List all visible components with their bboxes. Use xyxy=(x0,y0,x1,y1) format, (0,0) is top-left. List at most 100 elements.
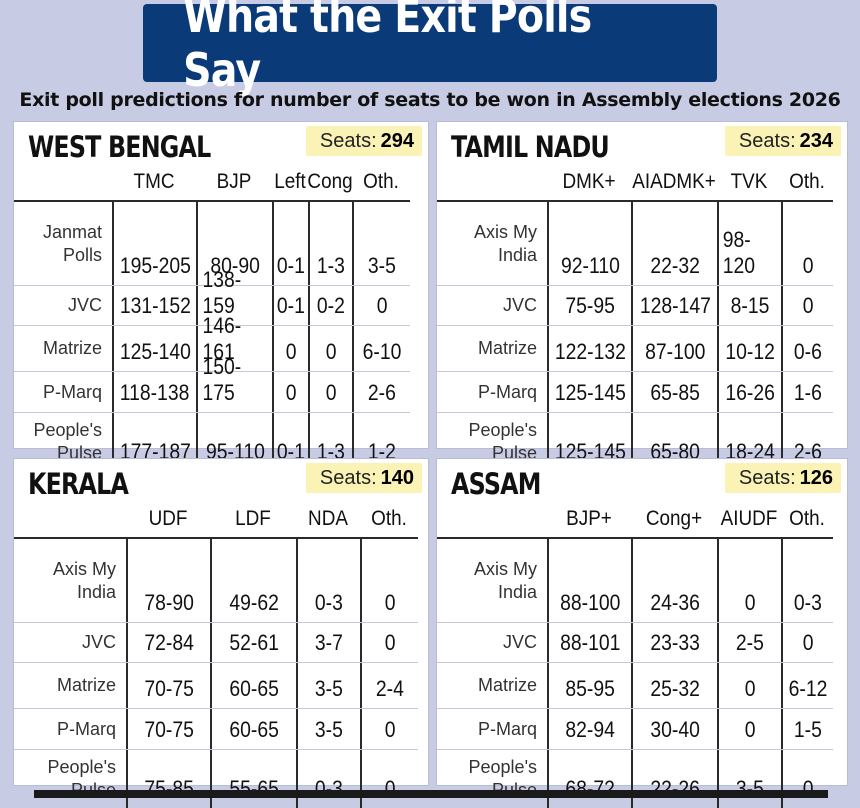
pollster-name: Matrize xyxy=(56,675,116,695)
column-header: Oth. xyxy=(371,507,407,530)
seat-range-cell: 125-145 xyxy=(547,372,631,412)
table-row: Axis My India 88-100 24-36 0 0-3 xyxy=(437,539,833,623)
seat-range-cell: 98-120 xyxy=(717,202,781,285)
panel-west-bengal: WEST BENGAL Seats: 294 TMC BJP Left Cong Oth. Ja… xyxy=(13,121,429,471)
seat-range-cell: 10-12 xyxy=(717,326,781,371)
pollster-name: JVC xyxy=(67,295,102,315)
seat-range-cell: 131-152 xyxy=(112,286,196,325)
seat-range-cell: 1-6 xyxy=(781,372,833,412)
state-title: TAMIL NADU xyxy=(451,130,610,164)
column-header: TMC xyxy=(133,170,175,193)
seat-range-cell: 0-1 xyxy=(272,286,308,325)
seat-range-cell: 0-6 xyxy=(781,326,833,371)
table-row: P-Marq 82-94 30-40 0 1-5 xyxy=(437,709,833,750)
table-row: JVC 131-152 138-159 0-1 0-2 0 xyxy=(14,267,410,326)
seat-range-cell: 3-5 xyxy=(352,202,410,285)
seats-label: Seats: xyxy=(738,466,796,489)
seats-label: Seats: xyxy=(319,129,377,152)
column-header: Oth. xyxy=(789,170,825,193)
table-row: P-Marq 118-138 150-175 0 0 2-6 xyxy=(14,354,410,413)
state-title: ASSAM xyxy=(451,467,541,501)
state-title: KERALA xyxy=(28,467,129,501)
page-title: What the Exit Polls Say xyxy=(183,0,592,97)
seat-range-cell: 68-72 xyxy=(547,750,631,808)
seat-range-cell: 0 xyxy=(781,623,833,662)
seats-badge: Seats: 140 xyxy=(305,463,422,493)
seat-range-cell: 22-32 xyxy=(631,202,717,285)
seat-range-cell: 0-2 xyxy=(308,286,352,325)
seat-range-cell: 146-161 xyxy=(196,313,272,371)
seat-range-cell: 3-5 xyxy=(296,663,360,708)
seat-range-cell: 122-132 xyxy=(547,326,631,371)
column-header: Left xyxy=(274,170,306,193)
seat-range-cell: 30-40 xyxy=(631,709,717,749)
table-row: P-Marq 125-145 65-85 16-26 1-6 xyxy=(437,372,833,413)
seat-range-cell: 82-94 xyxy=(547,709,631,749)
seats-label: Seats: xyxy=(738,129,796,152)
seat-range-cell: 195-205 xyxy=(112,202,196,285)
pollster-name: JVC xyxy=(502,632,537,652)
seats-label: Seats: xyxy=(319,466,377,489)
column-headers: TMC BJP Left Cong Oth. xyxy=(112,168,410,196)
pollster-name: Janmat Polls xyxy=(42,221,102,265)
table-row: JVC 88-101 23-33 2-5 0 xyxy=(437,623,833,663)
seat-range-cell: 1-3 xyxy=(308,202,352,285)
seat-range-cell: 0 xyxy=(272,372,308,412)
seat-range-cell: 6-12 xyxy=(781,663,833,708)
seat-range-cell: 70-75 xyxy=(126,709,210,749)
pollster-name: JVC xyxy=(502,295,537,315)
seat-range-cell: 55-65 xyxy=(210,750,296,808)
seat-range-cell: 3-5 xyxy=(296,709,360,749)
seat-range-cell: 87-100 xyxy=(631,326,717,371)
seat-range-cell: 49-62 xyxy=(210,539,296,622)
seat-range-cell: 24-36 xyxy=(631,539,717,622)
seat-range-cell: 0 xyxy=(717,709,781,749)
seat-range-cell: 0 xyxy=(360,750,418,808)
seat-range-cell: 78-90 xyxy=(126,539,210,622)
state-title: WEST BENGAL xyxy=(28,130,211,164)
seat-range-cell: 25-32 xyxy=(631,663,717,708)
seats-count: 140 xyxy=(380,466,414,489)
table-row: JVC 72-84 52-61 3-7 0 xyxy=(14,623,418,663)
seat-range-cell: 72-84 xyxy=(126,623,210,662)
pollster-name: P-Marq xyxy=(42,381,102,402)
seat-range-cell: 138-159 xyxy=(196,267,272,325)
seat-range-cell: 0 xyxy=(781,286,833,325)
pollster-name: Matrize xyxy=(477,338,537,358)
column-header: BJP+ xyxy=(566,507,612,530)
table-row: Janmat Polls 195-205 80-90 0-1 1-3 3-5 xyxy=(14,202,410,286)
seat-range-cell: 88-101 xyxy=(547,623,631,662)
column-header: LDF xyxy=(235,507,271,530)
seat-range-cell: 60-65 xyxy=(210,709,296,749)
table-row: Axis My India 78-90 49-62 0-3 0 xyxy=(14,539,418,623)
data-table: Axis My India 92-110 22-32 98-120 0 JVC 75-95 12… xyxy=(437,200,833,471)
data-table: Janmat Polls 195-205 80-90 0-1 1-3 3-5 JVC 131-1… xyxy=(14,200,410,471)
page-subtitle: Exit poll predictions for number of seat… xyxy=(19,89,841,111)
column-header: Cong xyxy=(307,170,353,193)
seat-range-cell: 75-85 xyxy=(126,750,210,808)
seat-range-cell: 3-5 xyxy=(717,750,781,808)
seats-count: 234 xyxy=(799,129,833,152)
column-header: TVK xyxy=(730,170,768,193)
table-row: Matrize 125-140 146-161 0 0 6-10 xyxy=(14,313,410,372)
seat-range-cell: 0-3 xyxy=(296,539,360,622)
seat-range-cell: 70-75 xyxy=(126,663,210,708)
seat-range-cell: 52-61 xyxy=(210,623,296,662)
seats-count: 126 xyxy=(799,466,833,489)
seat-range-cell: 0 xyxy=(360,539,418,622)
table-row: Matrize 122-132 87-100 10-12 0-6 xyxy=(437,326,833,372)
pollster-name: JVC xyxy=(81,632,116,652)
seat-range-cell: 0-1 xyxy=(272,202,308,285)
pollster-name: Matrize xyxy=(42,338,102,358)
seat-range-cell: 0 xyxy=(352,286,410,325)
seat-range-cell: 6-10 xyxy=(352,326,410,371)
seat-range-cell: 2-6 xyxy=(352,372,410,412)
seat-range-cell: 0 xyxy=(308,372,352,412)
bottom-rule xyxy=(34,790,828,798)
pollster-name: Axis My India xyxy=(474,221,537,265)
table-row: JVC 75-95 128-147 8-15 0 xyxy=(437,286,833,326)
seat-range-cell: 8-15 xyxy=(717,286,781,325)
seat-range-cell: 2-4 xyxy=(360,663,418,708)
seat-range-cell: 0 xyxy=(781,202,833,285)
